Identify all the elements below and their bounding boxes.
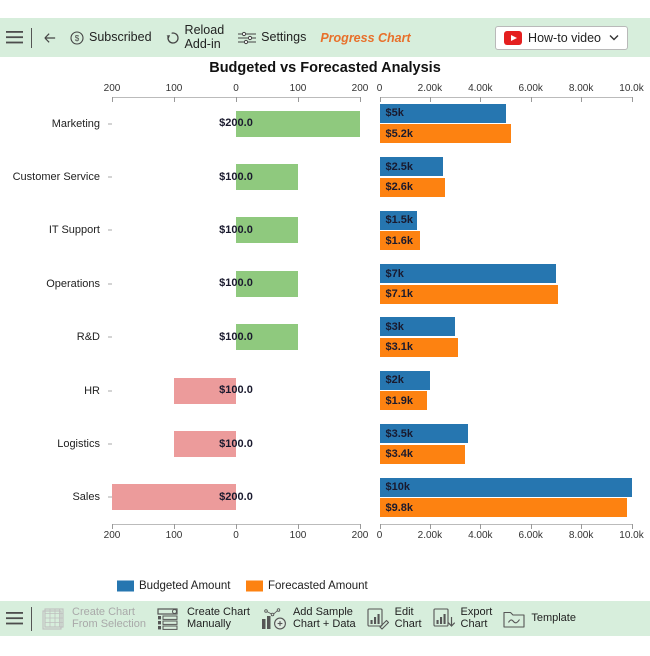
svg-text:$: $	[75, 34, 80, 43]
